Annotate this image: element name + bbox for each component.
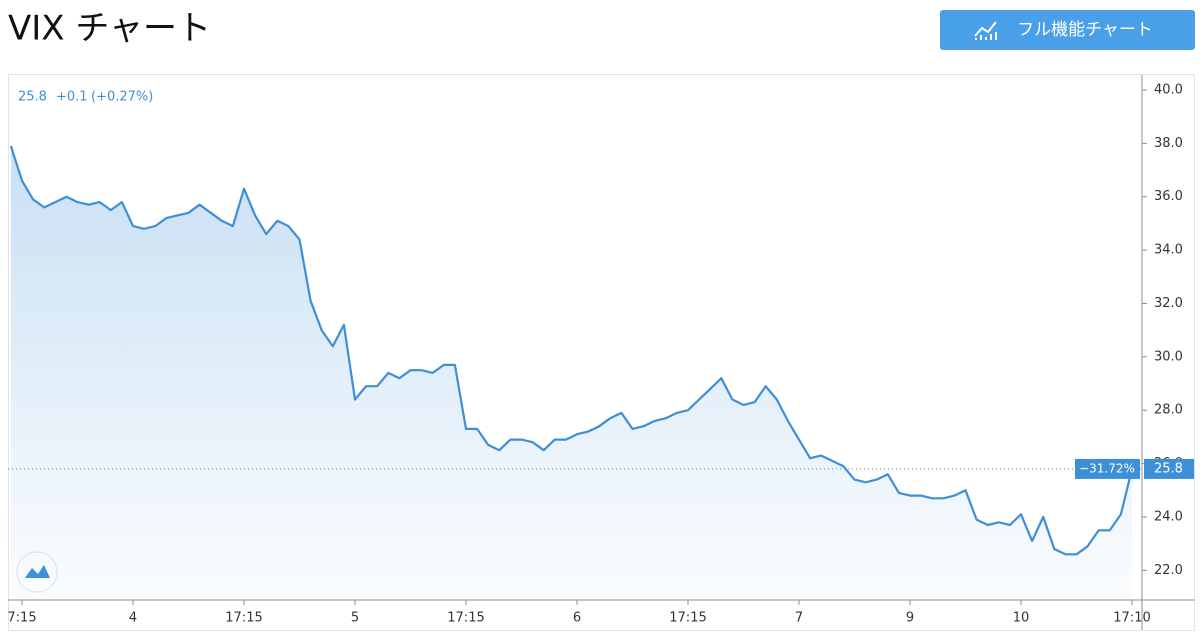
line xyxy=(9,145,1134,556)
y-tick-label: 30.0 xyxy=(1154,349,1183,364)
legend-change-pct: (+0.27%) xyxy=(91,90,153,105)
price-tag xyxy=(1144,458,1194,479)
x-tick-label: 10 xyxy=(1013,611,1030,626)
x-tick-label: 9 xyxy=(906,611,914,626)
y-tick-label: 32.0 xyxy=(1154,296,1183,311)
y-tick-label: 36.0 xyxy=(1154,189,1183,204)
change-tag xyxy=(1075,458,1140,479)
x-tick-label: 7:15 xyxy=(7,611,36,626)
x-tick-label: 17:15 xyxy=(669,611,706,626)
y-tick-label: 40.0 xyxy=(1154,83,1183,98)
legend-change: +0.1 xyxy=(56,90,88,105)
x-tick-label: 5 xyxy=(351,611,359,626)
y-tick-label: 38.0 xyxy=(1154,136,1183,151)
change-tag-label: −31.72% xyxy=(1079,461,1135,475)
full-chart-button[interactable] xyxy=(940,10,1195,50)
x-tick-label: 6 xyxy=(573,611,581,626)
x-tick-label: 4 xyxy=(129,611,137,626)
legend-last: 25.8 xyxy=(18,90,47,105)
button-icon xyxy=(974,21,997,40)
price-tag-label: 25.8 xyxy=(1154,461,1183,476)
y-tick-label: 34.0 xyxy=(1154,243,1183,258)
y-tick-label: 28.0 xyxy=(1154,403,1183,418)
area xyxy=(10,146,1132,600)
button-label[interactable]: フル機能チャート xyxy=(1017,20,1153,40)
y-tick-label: 24.0 xyxy=(1154,509,1183,524)
x-tick-label: 17:15 xyxy=(225,611,262,626)
x-tick-label: 17:15 xyxy=(447,611,484,626)
x-tick-label: 17:10 xyxy=(1113,611,1150,626)
chart-frame xyxy=(8,74,1195,631)
y-tick-label: 22.0 xyxy=(1154,563,1183,578)
page-title: VIX チャート xyxy=(8,9,211,49)
x-tick-label: 7 xyxy=(795,611,803,626)
